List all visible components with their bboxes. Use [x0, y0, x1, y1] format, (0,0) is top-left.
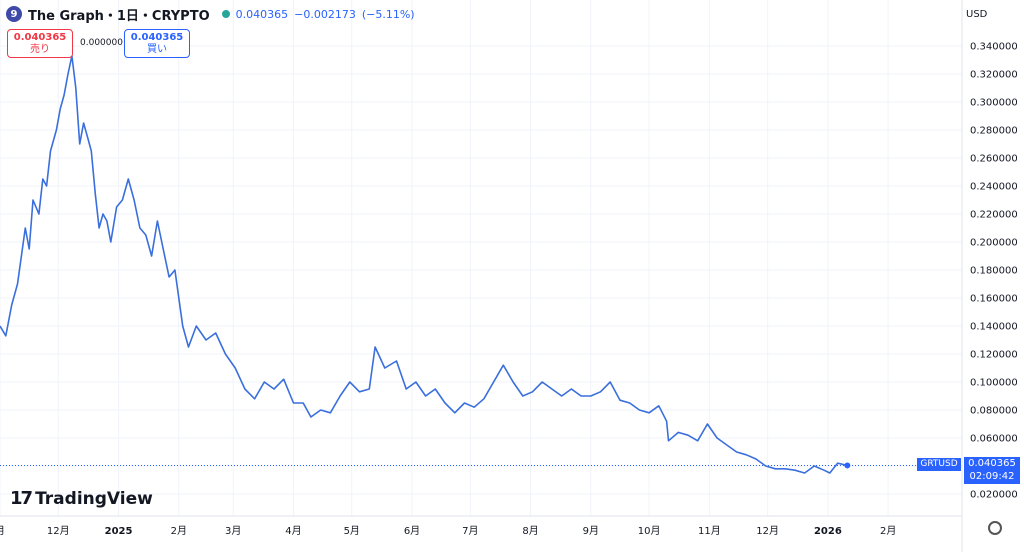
- time-tick-label: 3月: [225, 525, 241, 537]
- chart-grid: [0, 0, 962, 516]
- header-price: 0.040365: [235, 7, 289, 21]
- spread-value: 0.000000: [80, 38, 123, 48]
- price-tick-label: 0.100000: [970, 378, 1018, 389]
- time-tick-label: 7月: [462, 525, 478, 537]
- price-tick-label: 0.060000: [970, 434, 1018, 445]
- time-tick-label: 6月: [404, 525, 420, 537]
- price-tick-label: 0.180000: [970, 266, 1018, 277]
- time-tick-label: 12月: [47, 525, 70, 537]
- sell-label: 売り: [30, 44, 50, 55]
- symbol-header[interactable]: 9 The Graph・1日・CRYPTO 0.040365 −0.002173…: [6, 5, 415, 24]
- price-tick-label: 0.020000: [970, 490, 1018, 501]
- buy-button[interactable]: 0.040365 買い: [124, 29, 190, 58]
- price-tick-label: 0.260000: [970, 154, 1018, 165]
- time-tick-label: 2026: [814, 526, 842, 537]
- currency-selector[interactable]: USD: [966, 9, 988, 20]
- last-price-value: 0.040365: [968, 458, 1016, 469]
- tradingview-wordmark: TradingView: [35, 488, 153, 509]
- time-tick-label: 5月: [344, 525, 360, 537]
- the-graph-logo-icon: 9: [6, 6, 22, 22]
- time-tick-label: 2月: [880, 525, 896, 537]
- price-tick-label: 0.080000: [970, 406, 1018, 417]
- price-tick-label: 0.340000: [970, 42, 1018, 53]
- buy-price: 0.040365: [130, 32, 184, 43]
- tradingview-watermark[interactable]: 17 TradingView: [10, 488, 153, 509]
- time-tick-label: 月: [0, 525, 5, 537]
- tradingview-logo-icon: 17: [10, 488, 33, 509]
- price-tick-label: 0.140000: [970, 322, 1018, 333]
- time-tick-label: 11月: [698, 525, 721, 537]
- sell-price: 0.040365: [13, 32, 67, 43]
- time-tick-label: 8月: [522, 525, 538, 537]
- price-tick-label: 0.220000: [970, 210, 1018, 221]
- sell-button[interactable]: 0.040365 売り: [7, 29, 73, 58]
- price-tick-label: 0.200000: [970, 238, 1018, 249]
- last-price-dot: [844, 462, 851, 469]
- price-tick-label: 0.320000: [970, 70, 1018, 81]
- price-axis[interactable]: 0.0200000.0400000.0600000.0800000.100000…: [970, 42, 1018, 501]
- price-tick-label: 0.120000: [970, 350, 1018, 361]
- last-price-tag: 0.040365 02:09:42: [964, 457, 1020, 484]
- time-tick-label: 9月: [583, 525, 599, 537]
- time-axis[interactable]: 月 12月 2025 2月 3月 4月 5月 6月 7月 8月 9月 10月 11月 12月 2026 2月: [0, 525, 896, 537]
- price-tick-label: 0.160000: [970, 294, 1018, 305]
- header-change-pct: (−5.11%): [361, 7, 415, 21]
- header-change: −0.002173: [294, 7, 356, 21]
- time-tick-label: 10月: [638, 525, 661, 537]
- time-tick-label: 2月: [171, 525, 187, 537]
- time-tick-label: 4月: [285, 525, 301, 537]
- price-series-line: [0, 55, 848, 474]
- buy-label: 買い: [147, 44, 167, 55]
- symbol-title[interactable]: The Graph・1日・CRYPTO: [28, 8, 210, 24]
- bar-countdown: 02:09:42: [969, 471, 1015, 482]
- time-tick-label: 2025: [105, 526, 133, 537]
- price-tick-label: 0.300000: [970, 98, 1018, 109]
- market-status-icon: [221, 10, 230, 18]
- price-tick-label: 0.280000: [970, 126, 1018, 137]
- price-tick-label: 0.240000: [970, 182, 1018, 193]
- symbol-tag: GRTUSD: [917, 458, 961, 471]
- time-tick-label: 12月: [756, 525, 779, 537]
- settings-gear-icon[interactable]: [988, 521, 1002, 535]
